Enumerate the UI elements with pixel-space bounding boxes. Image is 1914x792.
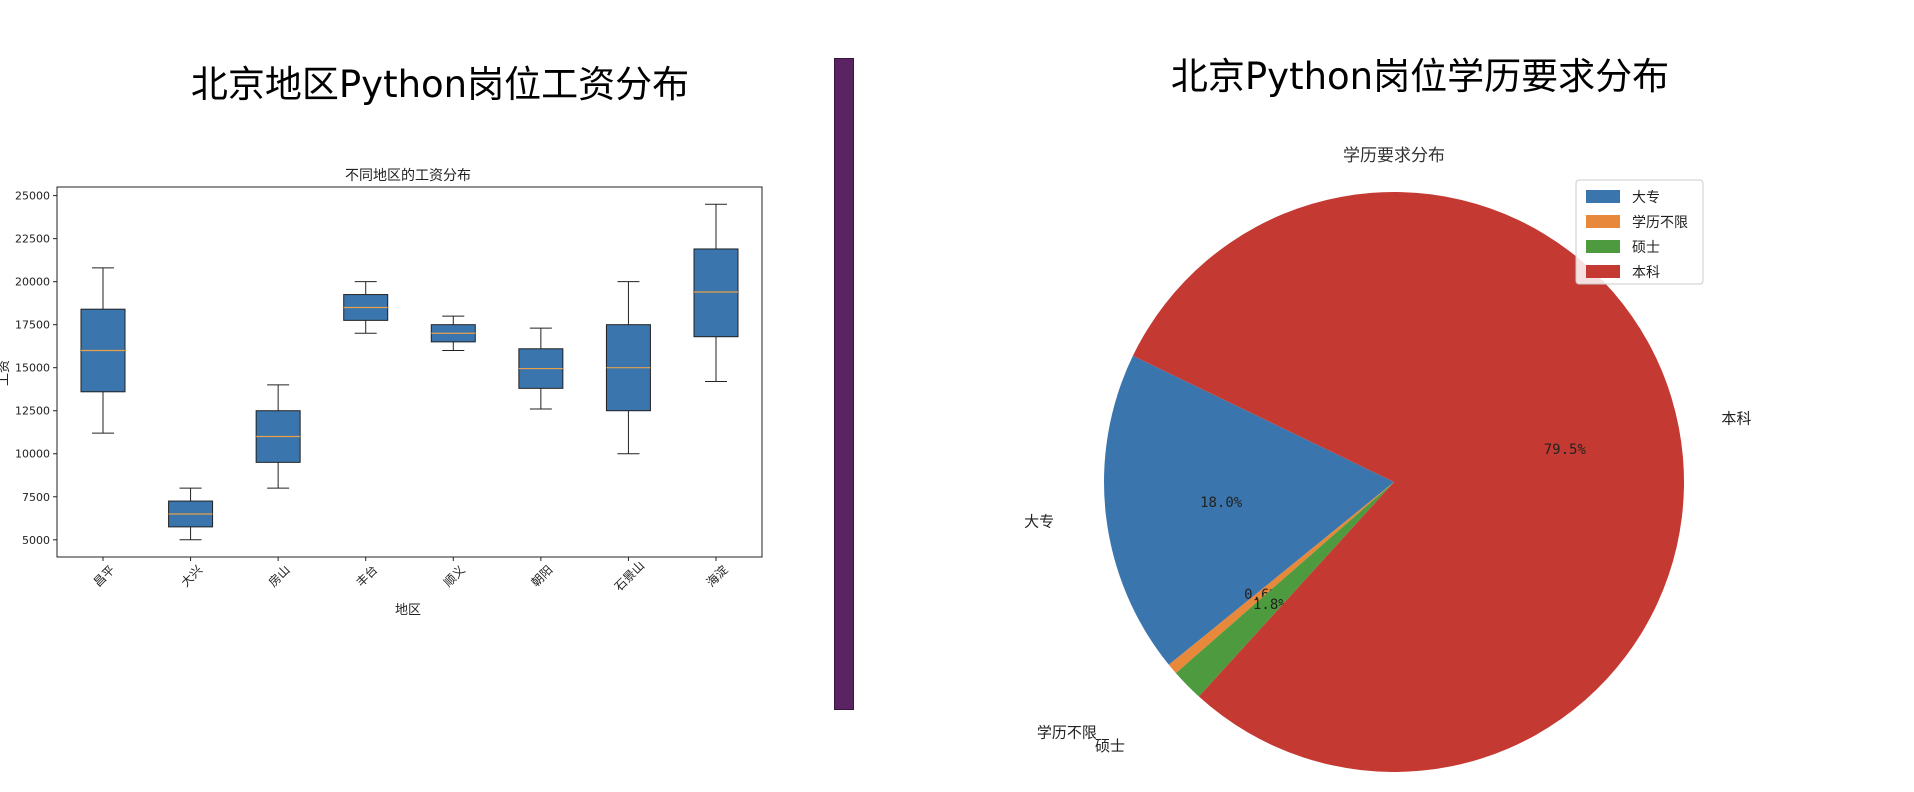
left-panel-title: 北京地区Python岗位工资分布: [190, 63, 690, 106]
box-body: [693, 248, 739, 338]
box-chart-ylabel: 工资: [0, 360, 12, 386]
legend-swatch: [1586, 215, 1620, 228]
pie-chart-title: 学历要求分布: [1343, 146, 1445, 166]
right-panel-title: 北京Python岗位学历要求分布: [1170, 55, 1670, 98]
y-tick-label: 22500: [15, 233, 50, 246]
box-group: [80, 267, 126, 434]
legend-swatch: [1586, 240, 1620, 253]
y-tick-label: 15000: [15, 362, 50, 375]
pie-percent-label: 18.0%: [1200, 495, 1243, 511]
legend-swatch: [1586, 190, 1620, 203]
y-tick-label: 12500: [15, 405, 50, 418]
y-tick-label: 10000: [15, 448, 50, 461]
legend-label: 硕士: [1632, 240, 1660, 256]
pie-percent-label: 79.5%: [1544, 442, 1587, 458]
box-group: [605, 281, 651, 455]
legend-label: 大专: [1632, 190, 1660, 206]
pie-slice-label: 硕士: [1095, 737, 1125, 755]
pie-slice-label: 大专: [1024, 513, 1054, 531]
pie-slice: [1175, 482, 1394, 697]
box-chart-frame: [56, 186, 763, 558]
y-tick-label: 7500: [22, 491, 50, 504]
y-tick-label: 20000: [15, 276, 50, 289]
box-group: [518, 327, 564, 410]
legend-box: [1575, 179, 1704, 285]
pie-slice: [1132, 192, 1684, 772]
pie-slice-label: 学历不限: [1037, 724, 1097, 742]
box-group: [168, 487, 214, 541]
box-group: [255, 384, 301, 489]
legend-label: 学历不限: [1632, 215, 1688, 231]
box-group: [430, 315, 476, 351]
pie-slice: [1104, 355, 1394, 665]
pie-slice-label: 本科: [1721, 410, 1751, 428]
pie-slice: [1168, 482, 1394, 674]
y-tick-label: 25000: [15, 190, 50, 203]
y-tick-label: 17500: [15, 319, 50, 332]
box-chart-xlabel: 地区: [395, 603, 421, 618]
legend-label: 本科: [1632, 265, 1660, 281]
box-group: [693, 203, 739, 382]
y-tick-label: 5000: [22, 534, 50, 547]
legend-swatch: [1586, 265, 1620, 278]
panel-divider: [834, 58, 854, 710]
box-chart-title: 不同地区的工资分布: [345, 168, 471, 184]
box-group: [343, 281, 389, 334]
